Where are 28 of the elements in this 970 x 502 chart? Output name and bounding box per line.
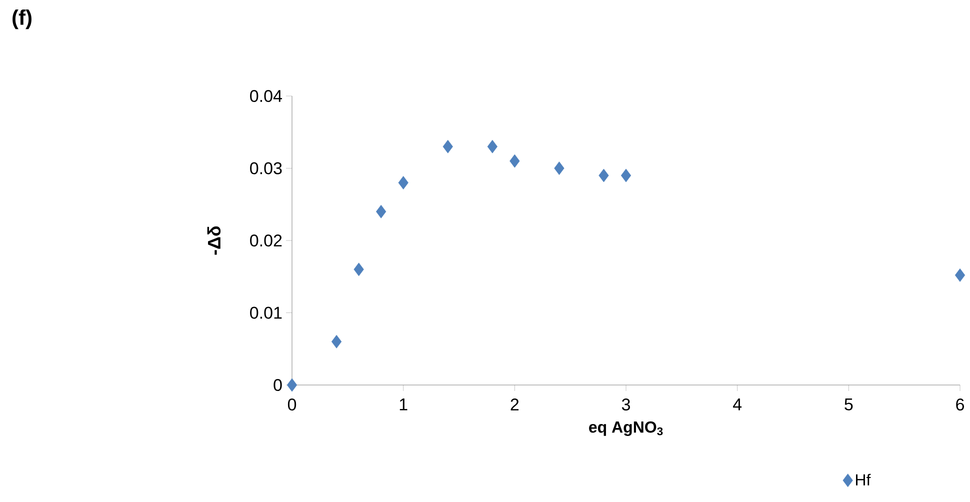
point [331, 334, 342, 348]
x-tick-label: 2 [510, 398, 519, 410]
x-tick-label: 1 [400, 398, 408, 410]
y-axis-title: -Δδ [207, 226, 221, 255]
y-tick-label: 0.01 [250, 306, 282, 319]
y-tick-label: 0.02 [250, 234, 282, 247]
point [442, 140, 453, 154]
y-tick-label: 0 [274, 378, 282, 392]
point [354, 262, 364, 276]
point [487, 140, 498, 154]
point [286, 378, 298, 392]
point [554, 162, 564, 175]
y-tick-label: 0.04 [250, 90, 282, 102]
point [954, 268, 966, 282]
y-tick-label: 0.03 [250, 162, 282, 174]
point [620, 168, 632, 182]
point [598, 168, 609, 182]
x-tick-label: 5 [844, 398, 853, 410]
x-tick-label: 0 [288, 398, 296, 411]
x-tick-label: 3 [622, 398, 630, 411]
text: (f) [12, 10, 32, 30]
point [510, 154, 520, 168]
legend-label: Hf [856, 474, 871, 486]
x-tick-label: 4 [733, 398, 742, 410]
point [398, 176, 408, 190]
x-tick-label: 6 [956, 398, 964, 411]
point [376, 204, 386, 218]
x-axis-title: eq AgNO$_{3}$ [589, 421, 663, 436]
